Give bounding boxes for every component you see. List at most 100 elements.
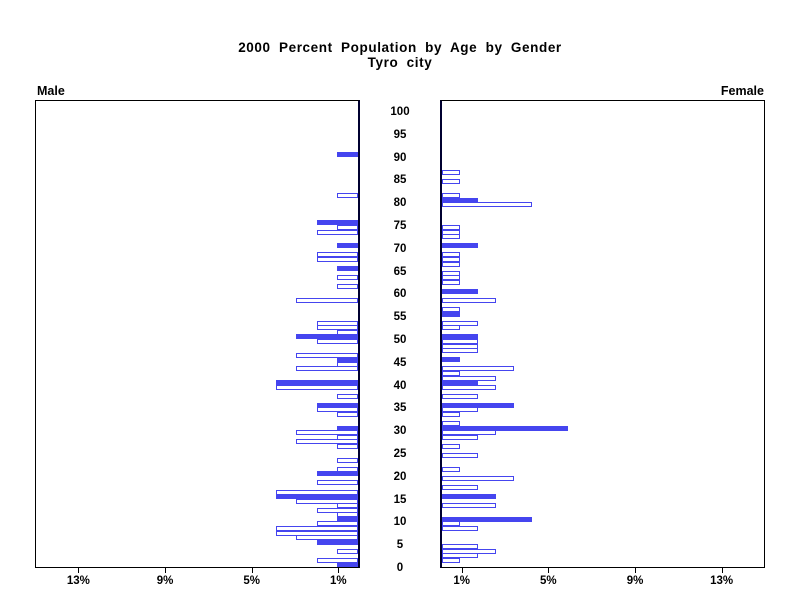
bar-female-age-72 [442,234,460,240]
age-tick-25: 25 [393,448,407,460]
female-panel-label: Female [720,84,764,98]
pct-tick-mark-female-5 [548,568,550,573]
bar-female-age-30 [442,425,568,431]
bar-male-age-20 [317,471,358,477]
bar-male-age-15 [276,494,358,499]
bar-male-age-14 [296,498,358,504]
bar-female-age-13 [442,503,496,509]
pct-tick-label-male-13: 13% [66,575,90,587]
bar-female-age-17 [442,484,478,490]
pct-tick-mark-male-1 [338,568,340,573]
male-panel-label: Male [37,84,65,98]
bar-female-age-40 [442,380,478,385]
bar-male-age-75 [317,220,358,226]
bar-female-age-64 [442,270,460,276]
bar-female-age-33 [442,412,460,417]
pct-tick-label-female-13: 13% [710,575,734,587]
bar-female-age-74 [442,225,460,230]
pct-tick-mark-female-13 [721,568,723,573]
age-tick-10: 10 [393,516,407,529]
bar-male-age-90 [337,152,358,157]
bar-male-age-37 [337,393,358,399]
bar-male-age-43 [296,366,358,372]
bar-female-age-28 [442,434,478,440]
bar-female-age-58 [442,298,496,303]
bar-female-age-70 [442,243,478,249]
bar-female-age-21 [442,466,460,472]
bar-male-age-3 [337,548,358,554]
bar-male-age-45 [337,357,358,363]
bar-male-age-27 [296,439,358,445]
bar-male-age-81 [337,193,358,199]
bar-male-age-61 [337,284,358,290]
bar-male-age-67 [317,256,358,262]
bar-female-age-24 [442,453,478,458]
pct-tick-mark-male-5 [251,568,253,573]
bar-male-age-26 [337,443,358,449]
age-tick-40: 40 [393,379,407,392]
bar-female-age-1 [442,557,460,563]
age-tick-60: 60 [393,288,407,301]
pct-tick-label-male-5: 5% [243,575,260,587]
bar-female-age-4 [442,544,478,550]
bar-male-age-12 [317,507,358,513]
age-tick-65: 65 [393,265,407,278]
bar-female-age-43 [442,366,514,372]
bar-male-age-33 [337,412,358,417]
bar-female-age-79 [442,202,532,208]
age-tick-35: 35 [393,402,407,415]
bar-female-age-34 [442,407,478,413]
bar-female-age-10 [442,516,532,522]
bar-male-age-18 [317,480,358,486]
bar-male-age-74 [337,225,358,230]
bar-male-age-7 [276,530,358,536]
age-tick-45: 45 [393,356,407,369]
age-tick-85: 85 [393,174,407,187]
bar-female-age-29 [442,430,496,436]
bar-female-age-37 [442,393,478,399]
pct-tick-mark-female-9 [635,568,636,573]
bar-male-age-70 [337,243,358,249]
bar-female-age-47 [442,348,478,354]
pct-tick-mark-female-1 [461,568,463,573]
bar-female-age-55 [442,311,460,317]
bar-male-age-44 [337,361,358,367]
pct-tick-label-male-1: 1% [330,575,347,587]
bar-female-age-42 [442,370,460,376]
age-tick-15: 15 [393,493,407,506]
pct-tick-label-female-5: 5% [540,575,557,587]
bar-male-age-40 [276,380,358,385]
bar-female-age-66 [442,261,460,267]
bar-female-age-49 [442,339,478,344]
bar-female-age-15 [442,494,496,499]
pct-tick-label-male-9: 9% [156,575,174,587]
bar-female-age-84 [442,179,460,185]
age-tick-90: 90 [393,151,407,164]
age-tick-55: 55 [393,311,407,324]
bar-male-age-49 [317,339,358,344]
bar-female-age-9 [442,521,460,527]
pct-tick-label-female-1: 1% [453,575,470,587]
bar-male-age-52 [317,325,358,331]
bar-female-age-80 [442,197,478,203]
bar-female-age-2 [442,553,478,559]
pct-tick-mark-male-13 [78,568,80,573]
bar-male-age-63 [337,275,358,281]
bar-male-age-23 [337,457,358,463]
bar-male-age-29 [296,430,358,436]
age-tick-30: 30 [393,425,407,438]
bar-male-age-9 [317,521,358,527]
chart-title-line2: Tyro city [367,55,433,70]
age-axis: 0 5 10 15 20 25 30 35 40 45 50 55 60 65 70 75 80 85 90 95 10… [360,100,440,574]
bar-female-age-26 [442,443,460,449]
pct-tick-label-female-9: 9% [626,575,644,587]
bar-male-age-30 [337,425,358,431]
bar-male-age-73 [317,229,358,235]
age-tick-75: 75 [393,220,407,232]
bar-female-age-39 [442,384,496,390]
pct-tick-mark-male-9 [165,568,166,573]
bar-female-age-8 [442,526,478,531]
age-tick-0: 0 [396,562,404,574]
male-pyramid-panel [35,100,360,568]
bar-male-age-65 [337,266,358,271]
